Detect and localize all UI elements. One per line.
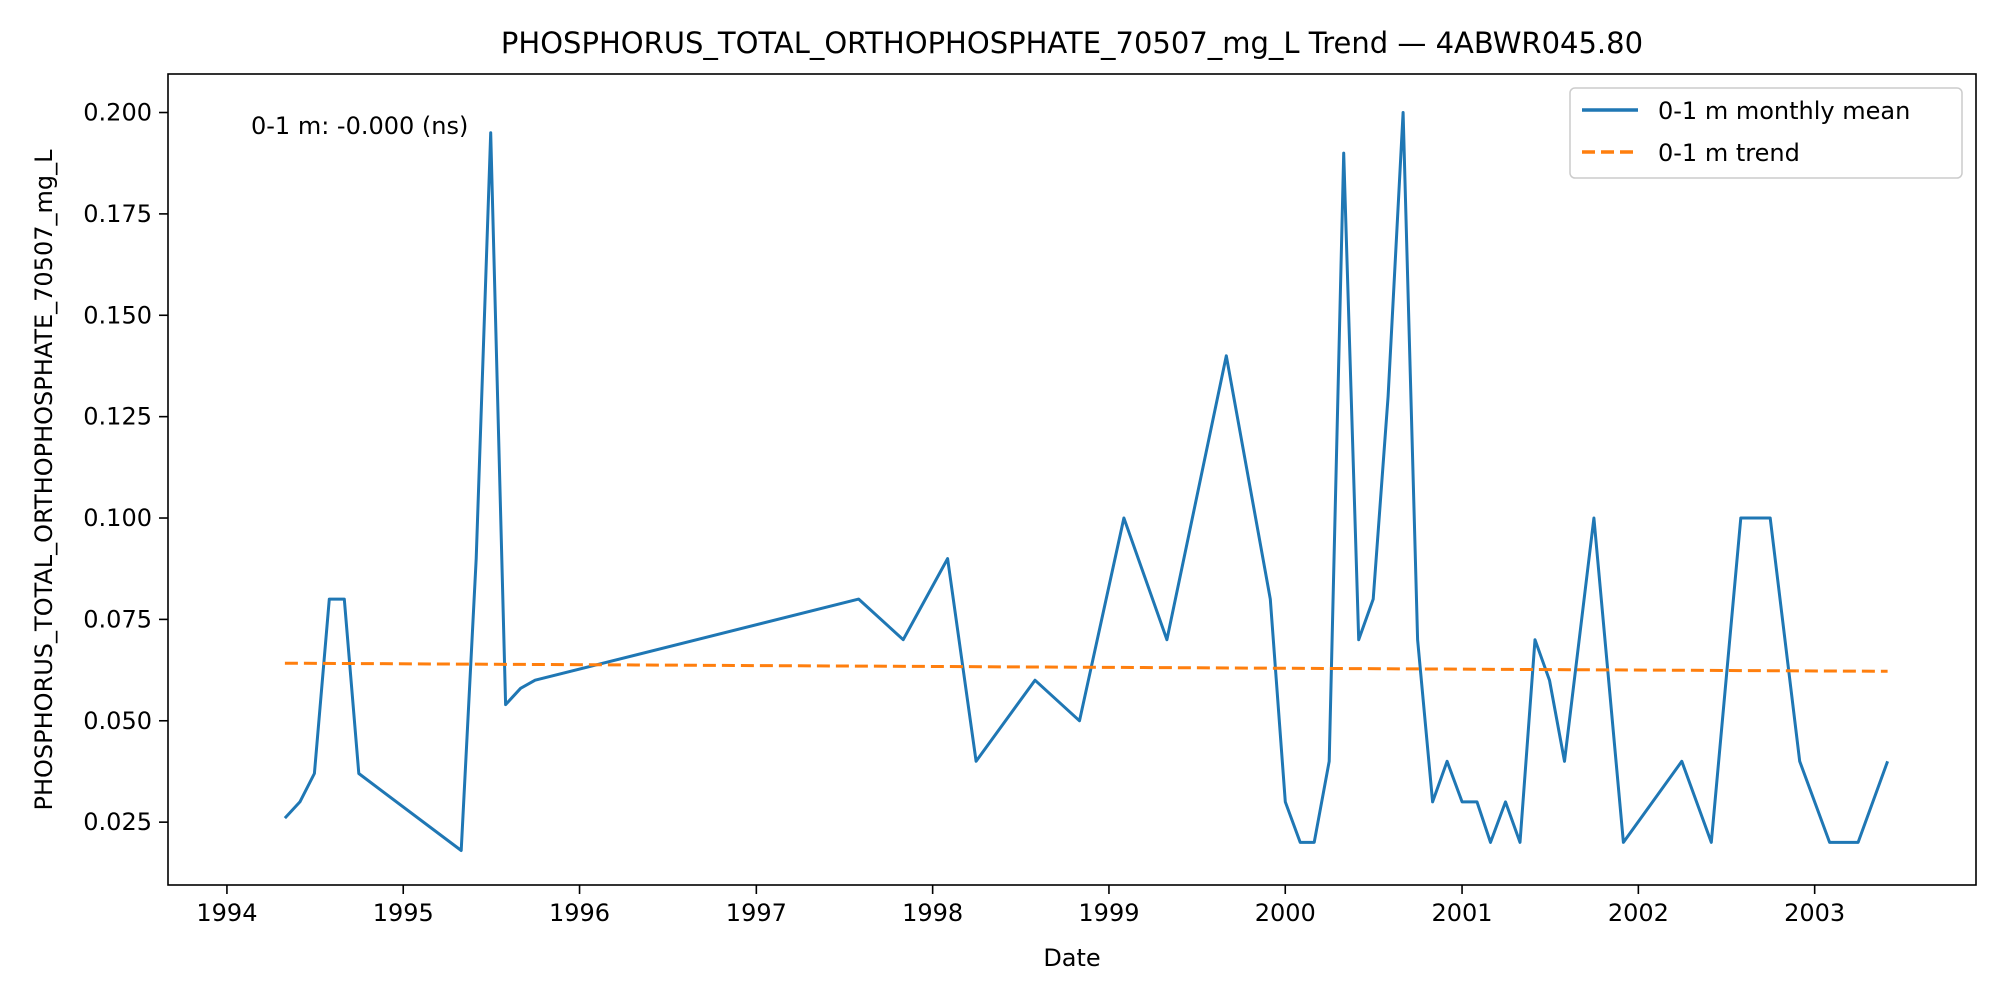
legend-label-trend: 0-1 m trend [1658, 139, 1800, 167]
series-line-monthly-mean [283, 111, 1890, 852]
x-tick-label: 2003 [1784, 899, 1845, 927]
x-tick-label: 1998 [902, 899, 963, 927]
series-line-trend [284, 661, 1888, 673]
y-tick-label: 0.175 [83, 200, 152, 228]
legend-box [1569, 87, 1963, 179]
x-tick-label: 1997 [726, 899, 787, 927]
y-tick-label: 0.200 [83, 99, 152, 127]
y-tick-label: 0.050 [83, 707, 152, 735]
x-tick-label: 2001 [1432, 899, 1493, 927]
legend: 0-1 m monthly mean 0-1 m trend [1569, 87, 1963, 179]
x-tick-label: 1994 [196, 899, 257, 927]
plot-frame [167, 73, 1977, 886]
y-tick-label: 0.025 [83, 808, 152, 836]
y-tick-label: 0.125 [83, 403, 152, 431]
x-tick-label: 1995 [373, 899, 434, 927]
x-tick-label: 2002 [1608, 899, 1669, 927]
x-axis-label: Date [1043, 944, 1100, 972]
trend-annotation: 0-1 m: -0.000 (ns) [251, 112, 468, 140]
chart-title: PHOSPHORUS_TOTAL_ORTHOPHOSPHATE_70507_mg… [501, 26, 1643, 60]
x-tick-label: 2000 [1255, 899, 1316, 927]
legend-label-monthly-mean: 0-1 m monthly mean [1658, 97, 1910, 125]
y-tick-label: 0.075 [83, 605, 152, 633]
y-axis-label: PHOSPHORUS_TOTAL_ORTHOPHOSPHATE_70507_mg… [30, 149, 58, 811]
y-tick-label: 0.100 [83, 504, 152, 532]
x-tick-label: 1999 [1078, 899, 1139, 927]
x-tick-label: 1996 [549, 899, 610, 927]
y-tick-label: 0.150 [83, 301, 152, 329]
